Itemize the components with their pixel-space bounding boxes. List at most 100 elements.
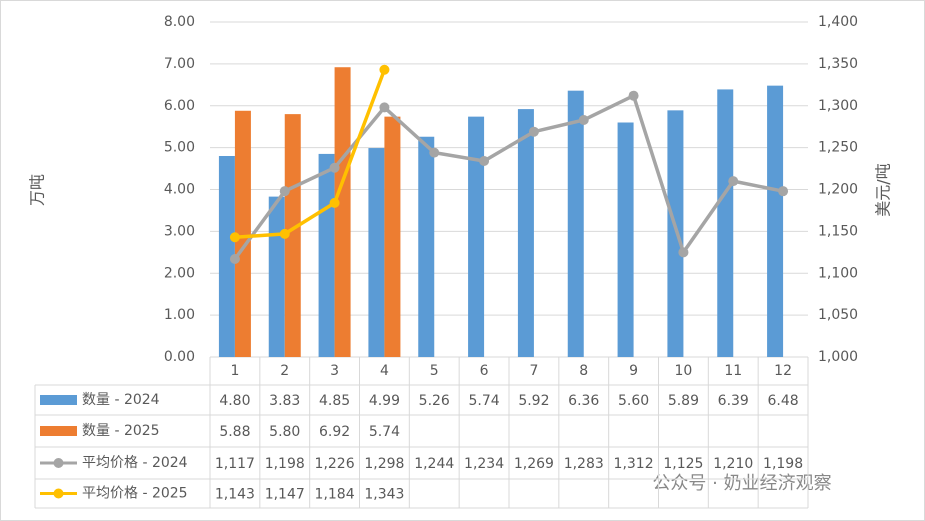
legend-label: 平均价格 - 2024 (82, 455, 188, 471)
y-tick-label: 0.00 (164, 349, 195, 365)
line (234, 69, 387, 239)
line-marker (279, 228, 290, 239)
bar (368, 148, 385, 357)
legend-marker (53, 458, 64, 468)
y-tick-label: 2.00 (164, 265, 195, 281)
y2-tick-label: 1,350 (818, 56, 858, 72)
bar (468, 116, 485, 357)
table-value: 3.83 (269, 393, 300, 409)
legend-label: 平均价格 - 2025 (82, 486, 188, 502)
x-tick-label: 7 (529, 363, 538, 379)
line-marker (379, 64, 390, 75)
line-marker (379, 102, 390, 113)
line-marker (578, 114, 589, 125)
table-value: 1,283 (564, 456, 604, 472)
table-value: 1,269 (514, 456, 554, 472)
line-marker (429, 147, 440, 158)
y-tick-label: 5.00 (164, 140, 195, 156)
bar (418, 136, 435, 357)
table-value: 1,147 (265, 487, 305, 503)
table-value: 1,117 (215, 456, 255, 472)
table-value: 5.80 (269, 424, 300, 440)
table-value: 6.48 (767, 393, 798, 409)
x-tick-label: 9 (629, 363, 638, 379)
table-value: 5.60 (618, 393, 649, 409)
line-marker (229, 232, 240, 243)
line-marker (329, 197, 340, 208)
legend-swatch (40, 395, 77, 405)
table-value: 4.85 (319, 393, 350, 409)
table-value: 5.88 (219, 424, 250, 440)
table-value: 1,343 (364, 487, 404, 503)
table-value: 1,143 (215, 487, 255, 503)
line-marker (329, 162, 340, 173)
table-value: 5.89 (668, 393, 699, 409)
table-value: 1,198 (763, 456, 803, 472)
table-value: 1,234 (464, 456, 504, 472)
line-marker (479, 156, 490, 167)
y-tick-label: 4.00 (164, 182, 195, 198)
line-marker (778, 186, 789, 197)
line-marker (229, 254, 240, 265)
table-value: 1,184 (315, 487, 355, 503)
bar (268, 196, 285, 357)
table-value: 5.74 (369, 424, 400, 440)
x-tick-label: 2 (280, 363, 289, 379)
bar (334, 67, 351, 357)
table-value: 1,125 (663, 456, 703, 472)
line-marker (678, 247, 689, 258)
x-tick-label: 3 (330, 363, 339, 379)
x-tick-label: 8 (579, 363, 588, 379)
line (233, 93, 784, 261)
y2-tick-label: 1,050 (818, 307, 858, 323)
legend-label: 数量 - 2024 (82, 392, 160, 408)
y-tick-label: 8.00 (164, 14, 195, 30)
bar (384, 116, 401, 357)
x-tick-label: 12 (774, 363, 792, 379)
bar (617, 122, 634, 357)
table-value: 6.36 (568, 393, 599, 409)
legend-label: 数量 - 2025 (82, 423, 160, 439)
table-value: 1,198 (265, 456, 305, 472)
bar (567, 90, 584, 358)
y2-tick-label: 1,400 (818, 14, 858, 30)
table-value: 6.39 (718, 393, 749, 409)
table-value: 1,298 (364, 456, 404, 472)
bar (667, 110, 684, 357)
y2-tick-label: 1,000 (818, 349, 858, 365)
bar (284, 114, 301, 357)
legend-marker (53, 488, 64, 499)
table-value: 4.99 (369, 393, 400, 409)
y-tick-label: 3.00 (164, 223, 195, 239)
table-value: 1,210 (713, 456, 753, 472)
table-value: 1,244 (414, 456, 454, 472)
x-tick-label: 1 (230, 363, 239, 379)
table-value: 4.80 (219, 393, 250, 409)
bar (234, 110, 251, 358)
x-tick-label: 6 (480, 363, 489, 379)
y-tick-label: 6.00 (164, 98, 195, 114)
bar (767, 85, 784, 358)
line-marker (528, 126, 539, 137)
bar (717, 89, 734, 357)
table-value: 1,312 (614, 456, 654, 472)
bar (218, 156, 235, 357)
x-tick-label: 5 (430, 363, 439, 379)
x-tick-label: 10 (675, 363, 693, 379)
bar (517, 109, 534, 357)
y2-tick-label: 1,250 (818, 140, 858, 156)
bar (318, 153, 335, 357)
x-tick-label: 4 (380, 363, 389, 379)
legend-swatch (40, 426, 77, 436)
y2-tick-label: 1,100 (818, 265, 858, 281)
y2-axis-title: 美元/吨 (874, 163, 893, 216)
y2-tick-label: 1,200 (818, 182, 858, 198)
table-value: 5.26 (419, 393, 450, 409)
y2-tick-label: 1,150 (818, 223, 858, 239)
line-marker (628, 90, 639, 101)
x-tick-label: 11 (724, 363, 742, 379)
watermark: 公众号 · 奶业经济观察 (652, 473, 831, 494)
table-value: 1,226 (315, 456, 355, 472)
